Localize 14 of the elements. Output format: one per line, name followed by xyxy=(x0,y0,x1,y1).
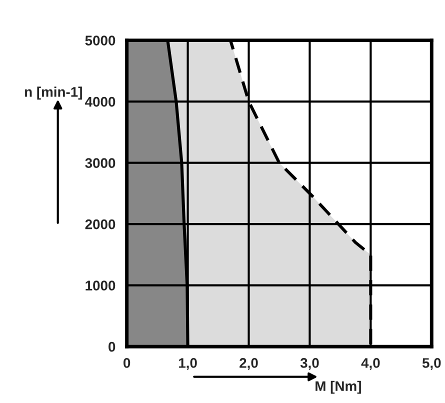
x-tick-label: 3,0 xyxy=(300,358,319,370)
x-tick-label: 0 xyxy=(124,358,130,368)
x-axis-title: M [Nm] xyxy=(316,380,361,394)
y-tick-label: 5000 xyxy=(85,36,116,46)
y-tick-label: 0 xyxy=(108,342,116,352)
y-tick-label: 3000 xyxy=(85,158,116,168)
x-tick-label: 2,0 xyxy=(240,358,258,370)
y-axis-title: n [min-1] xyxy=(25,86,82,100)
x-tick-label: 5,0 xyxy=(422,358,441,370)
x-tick-label: 4,0 xyxy=(361,358,380,370)
x-tick-label: 1,0 xyxy=(179,358,197,370)
y-tick-label: 1000 xyxy=(86,280,116,290)
y-tick-label: 2000 xyxy=(85,219,116,230)
y-tick-label: 4000 xyxy=(85,96,116,107)
